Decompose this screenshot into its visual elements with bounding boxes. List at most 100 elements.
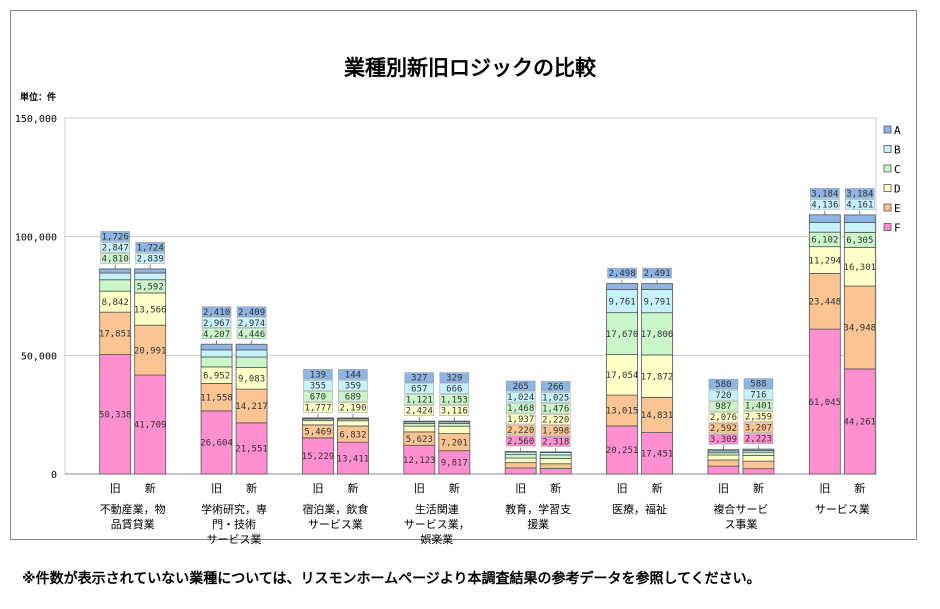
data-label: 50,338: [99, 410, 132, 420]
x-sub-label: 新: [449, 481, 460, 495]
data-label: 20,251: [606, 446, 639, 456]
x-sub-label: 新: [753, 481, 764, 495]
x-sub-label: 新: [145, 481, 156, 495]
x-sub-label: 新: [246, 481, 257, 495]
bar-segment-C: [504, 454, 537, 459]
data-label: 61,045: [809, 398, 842, 408]
data-label: 8,842: [102, 298, 129, 308]
bar-segment-C: [438, 423, 471, 427]
bar-segment-A: [403, 420, 436, 423]
bar-segment-A: [134, 268, 167, 274]
bar-segment-C: [235, 356, 268, 368]
data-label-swatch-F: [505, 435, 536, 447]
data-label-swatch-A: [201, 306, 232, 317]
data-label: 12,123: [403, 456, 436, 466]
x-category-label: サービス業，: [404, 518, 470, 531]
data-label: 14,217: [235, 402, 268, 412]
bar-segment-C: [99, 279, 132, 292]
data-label-swatch-D: [743, 411, 774, 422]
data-label-swatch-C: [404, 394, 435, 405]
bar-segment-A: [742, 448, 775, 451]
x-sub-label: 新: [652, 481, 663, 495]
data-label: 7,201: [441, 438, 468, 448]
bar-segment-D: [438, 425, 471, 435]
data-label-swatch-C: [505, 402, 536, 414]
data-label-swatch-F: [743, 433, 774, 444]
bar-segment-D: [302, 420, 334, 426]
data-label-swatch-C: [540, 403, 571, 414]
data-label-swatch-C: [236, 328, 267, 339]
data-label: 15,229: [302, 452, 335, 462]
legend-swatch-B: [883, 145, 892, 153]
data-label: 2,967: [203, 319, 230, 329]
data-label: 14,831: [641, 411, 674, 421]
bar-segment-F: [843, 368, 876, 475]
bar-segment-A: [606, 283, 638, 290]
x-category-label: 娯楽業: [420, 532, 453, 546]
data-label: 13,411: [337, 454, 370, 464]
bar-segment-E: [235, 388, 268, 424]
data-label: 2,974: [238, 319, 265, 329]
data-label-swatch-B: [505, 391, 536, 403]
bar-segment-D: [707, 454, 740, 461]
x-category-label: 宿泊業，飲食: [302, 502, 368, 516]
x-sub-label: 新: [347, 481, 358, 495]
x-category-label: 品賃貸業: [111, 517, 155, 531]
data-label: 1,777: [304, 403, 331, 413]
data-label: 720: [715, 391, 731, 401]
unit-label: 単位：件: [20, 93, 57, 103]
data-label-swatch-C: [303, 391, 333, 402]
data-label: 20,991: [134, 346, 167, 356]
data-label: 1,476: [542, 405, 569, 415]
data-label: 1,024: [507, 393, 534, 403]
x-sub-label: 旧: [515, 482, 526, 495]
data-label-swatch-A: [100, 231, 130, 242]
data-label: 266: [548, 383, 564, 393]
data-label: 2,220: [542, 416, 569, 426]
data-label: 2,410: [203, 308, 230, 318]
x-sub-label: 旧: [718, 482, 729, 495]
x-sub-label: 新: [854, 481, 865, 495]
data-label-swatch-D: [404, 405, 435, 416]
data-label: 2,220: [507, 426, 534, 436]
footnote: ※件数が表示されていない業種については、リスモンホームページより本調査結果の参考…: [22, 571, 761, 587]
data-label: 17,670: [606, 330, 639, 340]
data-label: 3,309: [710, 435, 737, 445]
x-category-label: サービス業: [207, 533, 262, 546]
data-label-swatch-B: [708, 389, 739, 401]
x-sub-label: 旧: [819, 482, 830, 495]
bar-segment-D: [539, 458, 572, 465]
bar-segment-E: [539, 463, 572, 469]
legend-swatch-F: [883, 223, 892, 231]
data-label-swatch-E: [708, 422, 739, 434]
legend-label: B: [894, 144, 901, 157]
bar-segment-A: [99, 268, 132, 274]
data-label-swatch-D: [303, 402, 333, 413]
data-label-swatch-C: [743, 400, 774, 411]
data-label: 3,207: [745, 424, 772, 434]
y-tick-label: 150,000: [15, 114, 57, 125]
x-sub-label: 旧: [110, 482, 121, 495]
data-label: 1,726: [102, 233, 129, 243]
data-label: 9,791: [644, 297, 671, 307]
bar-segment-F: [235, 422, 268, 475]
data-label: 1,025: [542, 394, 569, 404]
bar-segment-B: [134, 272, 167, 281]
data-label-swatch-D: [505, 413, 536, 425]
data-label: 41,709: [134, 421, 167, 431]
x-category-label: 不動産業，物: [100, 502, 166, 516]
data-label: 2,359: [745, 413, 772, 423]
data-label-swatch-B: [404, 383, 435, 394]
data-label-swatch-C: [338, 391, 368, 402]
data-label: 2,560: [507, 437, 534, 447]
bar-segment-D: [504, 457, 537, 464]
data-label-swatch-B: [810, 199, 840, 210]
data-label-swatch-A: [439, 372, 470, 383]
data-label: 34,948: [844, 324, 877, 334]
data-label: 16,301: [844, 263, 877, 273]
data-label-swatch-A: [810, 188, 840, 199]
bar-segment-E: [707, 459, 740, 467]
data-label-swatch-B: [236, 317, 267, 328]
data-label-swatch-B: [338, 380, 368, 391]
